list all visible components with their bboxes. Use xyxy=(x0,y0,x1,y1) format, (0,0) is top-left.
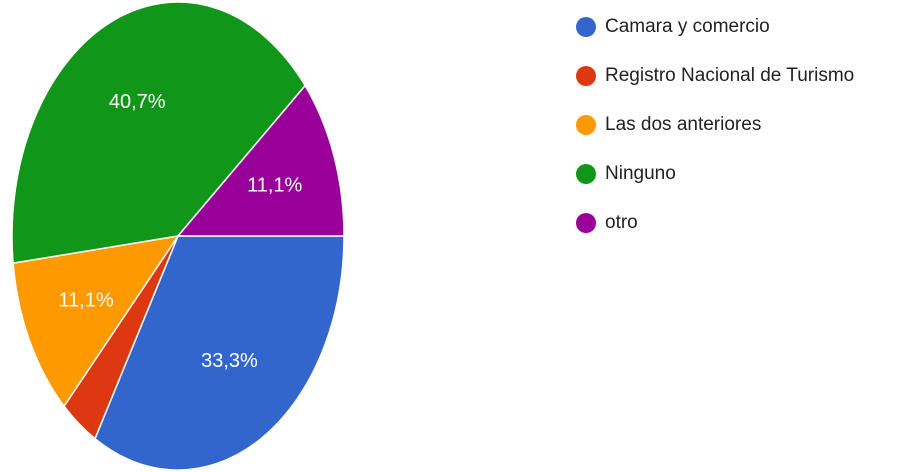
legend-marker xyxy=(576,164,596,184)
slice-label: 40,7% xyxy=(109,91,166,113)
legend-label: otro xyxy=(605,212,638,233)
pie-slice xyxy=(94,235,345,471)
slice-label: 33,3% xyxy=(201,350,258,372)
pie-slice xyxy=(11,1,307,265)
legend-marker xyxy=(576,115,596,135)
slice-label: 11,1% xyxy=(247,175,302,197)
legend-label: Ninguno xyxy=(605,163,676,184)
legend-marker xyxy=(576,66,596,86)
slice-label: 11,1% xyxy=(58,289,113,311)
pie-slice xyxy=(12,234,180,408)
legend-label: Las dos anteriores xyxy=(605,114,761,135)
legend-marker xyxy=(576,17,596,37)
pie-slice xyxy=(176,84,345,237)
legend-label: Registro Nacional de Turismo xyxy=(605,65,854,86)
legend-label: Camara y comercio xyxy=(605,16,770,37)
legend-marker xyxy=(576,213,596,233)
